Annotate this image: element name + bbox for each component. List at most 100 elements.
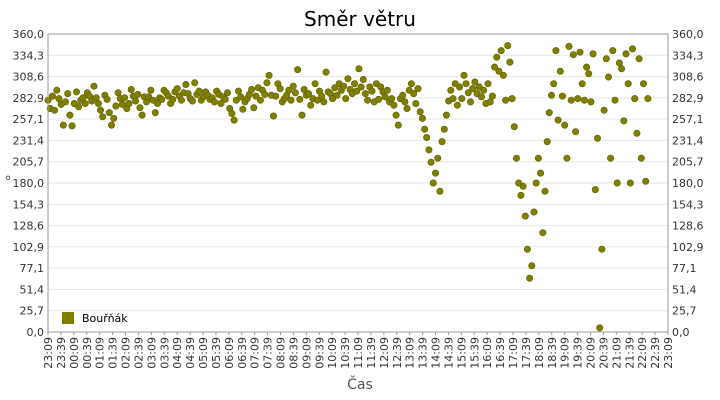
data-point [364, 96, 372, 104]
x-tick-label: 11:39 [365, 337, 378, 369]
x-tick-label: 22:39 [649, 337, 662, 369]
data-point [620, 117, 628, 125]
x-tick-label: 19:39 [572, 337, 585, 369]
y-tick-label-right: 180,0 [672, 177, 704, 190]
y-tick-label: 102,9 [13, 241, 45, 254]
data-point [68, 122, 76, 130]
data-point [105, 109, 113, 117]
y-tick-label-right: 128,6 [672, 220, 704, 233]
data-point [615, 59, 623, 67]
data-point [591, 186, 599, 194]
data-point [633, 129, 641, 137]
data-point [631, 95, 639, 103]
data-point [462, 80, 470, 88]
data-point [532, 179, 540, 187]
data-point [355, 65, 363, 73]
data-point [121, 94, 129, 102]
data-point [497, 47, 505, 55]
x-tick-label: 16:09 [481, 337, 494, 369]
data-point [607, 154, 615, 162]
x-tick-label: 08:09 [275, 337, 288, 369]
data-point [416, 108, 424, 116]
data-point [276, 85, 284, 93]
y-tick-label: 51,4 [20, 283, 45, 296]
data-point [189, 97, 197, 105]
data-point [460, 71, 468, 79]
y-axis-label: ° [5, 174, 12, 190]
data-point [383, 86, 391, 94]
data-point [136, 104, 144, 112]
y-tick-label-right: 231,4 [672, 134, 704, 147]
y-tick-label: 282,9 [13, 92, 45, 105]
data-point [569, 51, 577, 59]
data-point [613, 179, 621, 187]
data-point [291, 89, 299, 97]
data-point [239, 105, 247, 113]
data-point [263, 79, 271, 87]
x-tick-label: 21:39 [623, 337, 636, 369]
data-point [550, 80, 558, 88]
data-point [604, 73, 612, 81]
data-point [618, 65, 626, 73]
chart-title: Směr větru [304, 7, 416, 31]
data-point [381, 93, 389, 101]
y-tick-label: 257,1 [13, 113, 45, 126]
x-tick-label: 16:39 [494, 337, 507, 369]
data-point [442, 111, 450, 119]
data-point [464, 89, 472, 97]
data-point [272, 92, 280, 100]
y-tick-label-right: 205,7 [672, 156, 704, 169]
data-point [438, 138, 446, 146]
y-tick-label-right: 0,0 [672, 326, 690, 339]
y-tick-label: 25,7 [20, 305, 45, 318]
x-tick-label: 03:09 [145, 337, 158, 369]
data-point [92, 94, 100, 102]
data-point [110, 114, 118, 122]
data-point [221, 95, 229, 103]
data-point [359, 76, 367, 84]
data-point [97, 106, 105, 114]
data-point [407, 80, 415, 88]
data-point [414, 85, 422, 93]
data-point [609, 47, 617, 55]
data-point [534, 154, 542, 162]
x-tick-label: 18:09 [533, 337, 546, 369]
data-point [493, 53, 501, 61]
data-point [628, 45, 636, 53]
data-point [182, 81, 190, 89]
data-point [230, 116, 238, 124]
data-point [578, 80, 586, 88]
data-point [583, 63, 591, 71]
data-point [477, 93, 485, 101]
data-point [626, 179, 634, 187]
legend-label: Bouřňák [82, 312, 128, 325]
data-point [425, 146, 433, 154]
data-point [237, 93, 245, 101]
data-point [90, 82, 98, 90]
data-point [598, 245, 606, 253]
data-point [320, 98, 328, 106]
x-tick-label: 12:39 [391, 337, 404, 369]
data-point [567, 96, 575, 104]
data-point [565, 42, 573, 50]
data-point [572, 128, 580, 136]
data-point [593, 134, 601, 142]
data-point [471, 78, 479, 86]
data-point [342, 95, 350, 103]
data-point [313, 96, 321, 104]
data-point [600, 106, 608, 114]
data-point [94, 100, 102, 108]
data-point [361, 90, 369, 98]
data-point [298, 111, 306, 119]
x-tick-label: 14:39 [442, 337, 455, 369]
x-tick-label: 12:09 [378, 337, 391, 369]
x-tick-label: 17:09 [507, 337, 520, 369]
data-point [169, 95, 177, 103]
data-point [541, 187, 549, 195]
data-point [256, 96, 264, 104]
x-tick-label: 18:39 [546, 337, 559, 369]
data-point [639, 80, 647, 88]
x-tick-label: 20:39 [597, 337, 610, 369]
